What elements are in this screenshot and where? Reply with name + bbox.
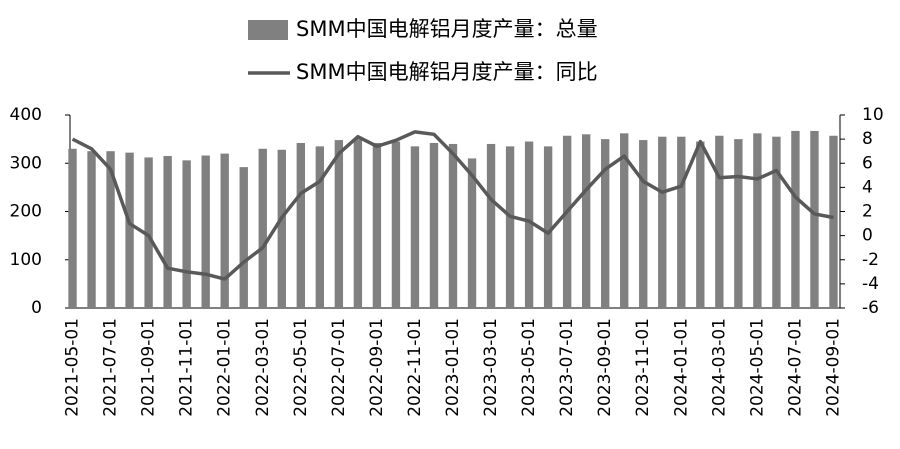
bar (391, 141, 401, 308)
bar (410, 146, 420, 308)
bar (505, 146, 515, 308)
bar (372, 142, 382, 308)
x-tick-label: 2021-09-01 (139, 318, 159, 417)
bar (87, 151, 96, 308)
bar (239, 167, 248, 308)
y2-tick-label: 6 (862, 153, 873, 173)
bar (334, 140, 344, 308)
bar (677, 136, 686, 308)
y2-tick-label: 0 (862, 226, 873, 246)
bar (467, 158, 477, 308)
x-tick-label: 2023-03-01 (481, 318, 501, 417)
bar (163, 156, 172, 308)
bar (696, 141, 705, 308)
bar (353, 139, 363, 308)
x-tick-label: 2022-07-01 (329, 318, 349, 417)
bar (639, 140, 648, 308)
line (71, 130, 834, 281)
x-tick-label: 2023-01-01 (443, 318, 463, 417)
bar (182, 160, 191, 308)
y2-tick-label: 2 (862, 202, 873, 222)
y-tick-label: 300 (10, 153, 42, 173)
bar (753, 133, 762, 308)
bar (144, 157, 153, 308)
x-tick-label: 2022-05-01 (291, 318, 311, 417)
bar (772, 136, 781, 308)
bar (201, 155, 210, 308)
x-tick-label: 2022-01-01 (215, 318, 235, 417)
y-tick-label: 0 (31, 298, 42, 318)
y2-tick-label: 4 (862, 177, 873, 197)
x-tick-label: 2023-11-01 (633, 318, 653, 417)
x-tick-label: 2022-11-01 (405, 318, 425, 417)
bar (448, 143, 458, 308)
x-tick-label: 2024-01-01 (671, 318, 691, 417)
y2-tick-label: 8 (862, 129, 873, 149)
bar (715, 135, 724, 308)
bar (791, 130, 800, 308)
bar (277, 149, 286, 308)
x-tick-label: 2021-11-01 (177, 318, 197, 417)
y2-tick-label: -6 (862, 298, 879, 318)
bar (106, 151, 115, 308)
x-tick-label: 2023-07-01 (557, 318, 577, 417)
bar (125, 152, 134, 308)
x-tick-label: 2024-03-01 (709, 318, 729, 417)
x-tick-label: 2024-07-01 (785, 318, 805, 417)
x-tick-label: 2022-03-01 (253, 318, 273, 417)
bar (543, 146, 553, 308)
bar (562, 135, 572, 308)
bar (620, 133, 629, 308)
bar (315, 146, 325, 308)
bar (581, 134, 591, 308)
bar (829, 135, 838, 308)
y-tick-label: 400 (10, 105, 42, 125)
bar (658, 136, 667, 308)
x-tick-label: 2021-07-01 (101, 318, 121, 417)
bar (258, 148, 267, 308)
bar (486, 143, 496, 308)
x-tick-label: 2024-05-01 (747, 318, 767, 417)
x-tick-label: 2021-05-01 (63, 318, 83, 417)
y2-tick-label: 10 (862, 105, 884, 125)
bar (68, 148, 77, 308)
bar (601, 139, 610, 308)
x-tick-label: 2022-09-01 (367, 318, 387, 417)
x-tick-label: 2023-05-01 (519, 318, 539, 417)
legend-swatch (248, 20, 288, 40)
bar (524, 141, 534, 308)
bar (220, 153, 229, 308)
y-tick-label: 100 (10, 250, 42, 270)
y-tick-label: 200 (10, 202, 42, 222)
legend-label: SMM中国电解铝月度产量：同比 (296, 60, 598, 84)
bar (296, 142, 305, 308)
bar (810, 130, 819, 308)
y2-tick-label: -4 (862, 274, 879, 294)
bar (734, 139, 743, 308)
x-tick-label: 2023-09-01 (595, 318, 615, 417)
x-tick-label: 2024-09-01 (823, 318, 843, 417)
legend-label: SMM中国电解铝月度产量：总量 (296, 17, 598, 41)
y2-tick-label: -2 (862, 250, 879, 270)
bar (429, 142, 439, 308)
